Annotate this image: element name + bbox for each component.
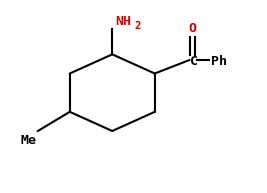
Text: C: C — [190, 55, 198, 68]
Text: NH: NH — [115, 15, 131, 29]
Text: Me: Me — [21, 134, 37, 147]
Text: 2: 2 — [135, 21, 141, 31]
Text: O: O — [189, 22, 197, 35]
Text: Ph: Ph — [210, 55, 226, 68]
